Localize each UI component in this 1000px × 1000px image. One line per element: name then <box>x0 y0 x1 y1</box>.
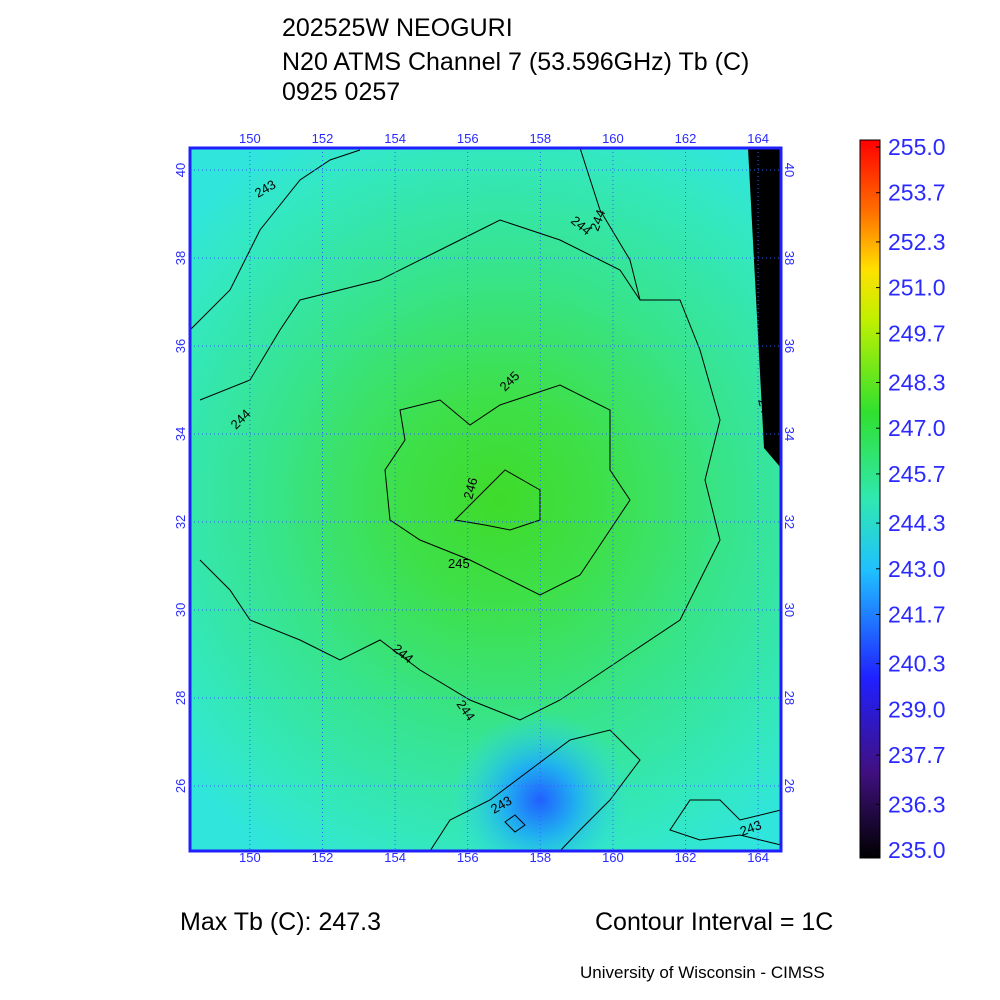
map-frame <box>188 146 783 853</box>
colorbar-label: 248.3 <box>888 370 946 396</box>
contour-label: 244 <box>587 208 609 234</box>
y-tick-label: 26 <box>173 779 188 793</box>
colorbar-label: 241.7 <box>888 601 946 627</box>
x-tick-label: 154 <box>384 850 406 865</box>
colorbar-label: 245.7 <box>888 461 946 487</box>
x-tick-label: 164 <box>747 850 769 865</box>
colorbar-label: 252.3 <box>888 229 946 255</box>
y-tick-label: 40 <box>782 163 797 177</box>
x-tick-label: 160 <box>602 131 624 146</box>
colorbar-label: 240.3 <box>888 651 946 677</box>
field <box>190 148 781 851</box>
max-tb: Max Tb (C): 247.3 <box>180 908 381 936</box>
contour-line <box>384 384 631 596</box>
y-tick-label: 36 <box>173 339 188 353</box>
x-tick-label: 164 <box>747 131 769 146</box>
y-tick-label: 38 <box>782 251 797 265</box>
contour-line <box>579 148 641 301</box>
colorbar-label: 236.3 <box>888 791 946 817</box>
contour-interval: Contour Interval = 1C <box>595 908 833 936</box>
title-line: 0925 0257 <box>282 78 400 106</box>
contour-line <box>669 799 781 846</box>
contour-label: 246 <box>460 476 480 501</box>
x-tick-label: 162 <box>675 131 697 146</box>
grid <box>190 148 781 851</box>
colorbar-label: 255.0 <box>888 134 946 160</box>
x-tick-label: 150 <box>239 131 261 146</box>
colorbar-label: 244.3 <box>888 510 946 536</box>
y-tick-label: 30 <box>173 603 188 617</box>
missing-wedge <box>748 148 781 468</box>
x-tick-label: 162 <box>675 850 697 865</box>
credit: University of Wisconsin - CIMSS <box>580 963 825 982</box>
y-tick-label: 30 <box>782 603 797 617</box>
x-tick-label: 158 <box>529 850 551 865</box>
colorbar-label: 237.7 <box>888 742 946 768</box>
y-tick-label: 28 <box>782 691 797 705</box>
x-tick-label: 152 <box>312 131 334 146</box>
contour-line <box>199 219 721 721</box>
contour-label: 245 <box>448 556 470 571</box>
y-tick-label: 32 <box>173 515 188 529</box>
contour-label: 243 <box>738 817 764 839</box>
x-tick-label: 160 <box>602 850 624 865</box>
colorbar <box>859 139 881 859</box>
contour-line <box>190 149 361 331</box>
title-line: N20 ATMS Channel 7 (53.596GHz) Tb (C) <box>282 48 749 76</box>
colorbar-label: 253.7 <box>888 180 946 206</box>
y-tick-label: 34 <box>173 427 188 441</box>
colorbar-label: 249.7 <box>888 320 946 346</box>
title-line: 202525W NEOGURI <box>282 14 513 42</box>
x-tick-label: 156 <box>457 850 479 865</box>
y-tick-label: 36 <box>782 339 797 353</box>
contour-label: 244 <box>755 397 775 422</box>
y-tick-label: 40 <box>173 163 188 177</box>
y-tick-label: 28 <box>173 691 188 705</box>
colorbar-label: 251.0 <box>888 275 946 301</box>
x-tick-label: 154 <box>384 131 406 146</box>
colorbar-label: 239.0 <box>888 696 946 722</box>
y-tick-label: 38 <box>173 251 188 265</box>
x-tick-label: 156 <box>457 131 479 146</box>
x-tick-label: 152 <box>312 850 334 865</box>
x-tick-label: 158 <box>529 131 551 146</box>
contour-line <box>429 729 641 851</box>
colorbar-label: 235.0 <box>888 837 946 863</box>
y-tick-label: 26 <box>782 779 797 793</box>
colorbar-label: 247.0 <box>888 415 946 441</box>
y-tick-label: 34 <box>782 427 797 441</box>
contour-line <box>504 814 526 833</box>
x-tick-label: 150 <box>239 850 261 865</box>
colorbar-label: 243.0 <box>888 556 946 582</box>
y-tick-label: 32 <box>782 515 797 529</box>
cold-spot <box>420 700 680 851</box>
